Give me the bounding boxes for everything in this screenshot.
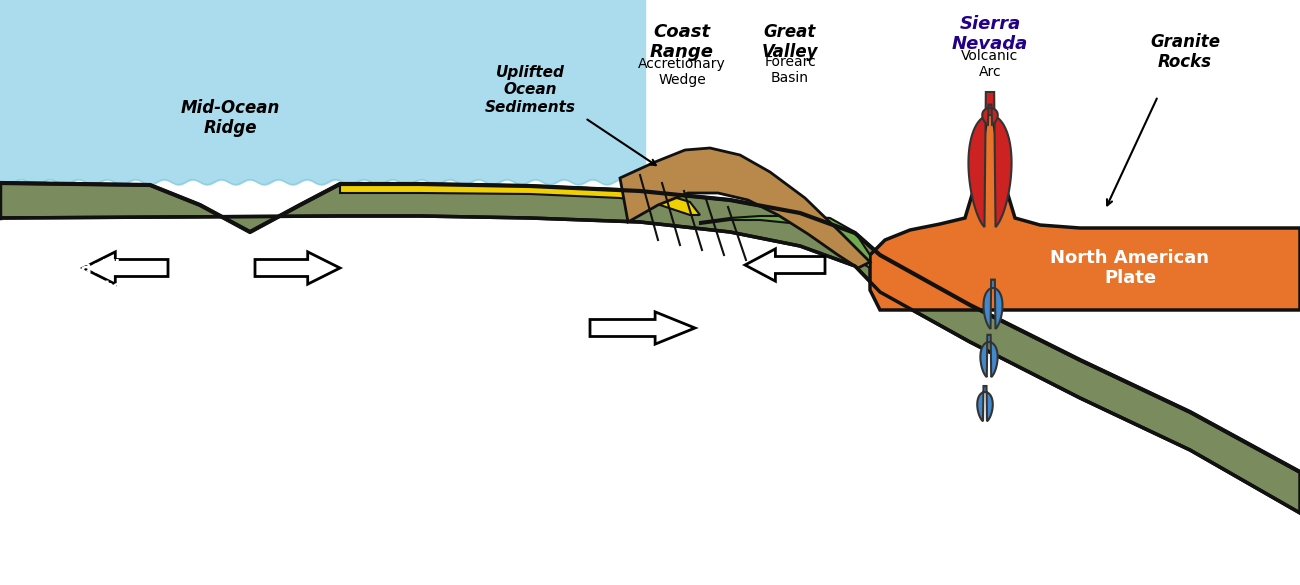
- Text: Pacific
Plate: Pacific Plate: [69, 259, 130, 297]
- FancyArrow shape: [745, 249, 826, 281]
- Text: Great
Valley: Great Valley: [762, 23, 818, 61]
- Polygon shape: [0, 183, 1300, 513]
- Polygon shape: [978, 386, 993, 421]
- Polygon shape: [870, 100, 1300, 310]
- Text: Forearc
Basin: Forearc Basin: [764, 55, 816, 85]
- Polygon shape: [983, 105, 998, 125]
- Polygon shape: [341, 184, 699, 215]
- Text: Farallon
Plate: Farallon Plate: [450, 253, 530, 291]
- Polygon shape: [984, 280, 1002, 329]
- Text: Mid-Ocean
Ridge: Mid-Ocean Ridge: [181, 99, 280, 137]
- Polygon shape: [980, 335, 997, 377]
- FancyArrow shape: [83, 252, 168, 284]
- FancyArrow shape: [590, 312, 696, 344]
- Text: Sierra
Nevada: Sierra Nevada: [952, 15, 1028, 53]
- Text: Coast
Range: Coast Range: [650, 23, 714, 61]
- Text: North American
Plate: North American Plate: [1050, 249, 1209, 287]
- Text: Accretionary
Wedge: Accretionary Wedge: [638, 57, 725, 87]
- Polygon shape: [620, 148, 870, 268]
- Text: Granite
Rocks: Granite Rocks: [1150, 33, 1219, 71]
- Polygon shape: [968, 92, 1011, 227]
- Text: Uplifted
Ocean
Sediments: Uplifted Ocean Sediments: [485, 65, 576, 115]
- FancyArrow shape: [255, 252, 341, 284]
- Polygon shape: [699, 216, 870, 268]
- Text: Volcanic
Arc: Volcanic Arc: [962, 49, 1019, 79]
